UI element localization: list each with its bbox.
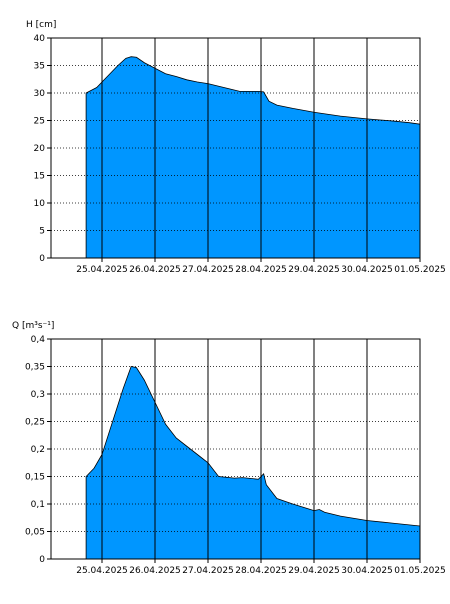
water-level-chart: H [cm] 0 5 10 15 20 25 30 35 40 25.04.2025 26.04.2… [26, 20, 446, 275]
discharge-xtick-label: 26.04.2025 [129, 566, 181, 576]
discharge-xtick-label: 29.04.2025 [288, 566, 340, 576]
water-level-plot-frame [50, 37, 421, 259]
discharge-xtick-label: 25.04.2025 [76, 566, 128, 576]
discharge-series-area [85, 366, 420, 559]
water-level-axis-label: H [cm] [26, 20, 56, 30]
discharge-chart: Q [m³s⁻¹] 0 0,05 0,1 0,15 0,2 0,25 0,3 0,35 0,4 2… [12, 321, 446, 576]
water-level-ytick-label: 25 [34, 117, 45, 127]
water-level-ytick-label: 30 [34, 89, 46, 99]
water-level-series-area [85, 56, 420, 258]
water-level-xtick-label: 30.04.2025 [341, 265, 393, 275]
discharge-xtick-label: 30.04.2025 [341, 566, 393, 576]
water-level-ytick-label: 15 [34, 172, 45, 182]
water-level-xtick-label: 27.04.2025 [182, 265, 234, 275]
discharge-ytick-label: 0,05 [25, 528, 45, 538]
water-level-xtick-label: 26.04.2025 [129, 265, 181, 275]
discharge-ytick-label: 0 [39, 555, 45, 565]
discharge-xtick-label: 28.04.2025 [235, 566, 287, 576]
discharge-xtick-label: 01.05.2025 [394, 566, 446, 576]
discharge-axis-label: Q [m³s⁻¹] [12, 321, 54, 331]
discharge-ytick-label: 0,35 [25, 363, 45, 373]
discharge-ytick-label: 0,1 [31, 500, 45, 510]
discharge-ytick-label: 0,4 [31, 335, 46, 345]
water-level-ytick-label: 40 [34, 34, 46, 44]
water-level-xtick-label: 28.04.2025 [235, 265, 287, 275]
water-level-xtick-label: 29.04.2025 [288, 265, 340, 275]
discharge-ytick-label: 0,2 [31, 445, 45, 455]
water-level-ytick-label: 35 [34, 62, 45, 72]
discharge-xtick-label: 27.04.2025 [182, 566, 234, 576]
discharge-ytick-label: 0,3 [31, 390, 45, 400]
water-level-xtick-label: 01.05.2025 [394, 265, 446, 275]
water-level-ytick-label: 0 [39, 254, 45, 264]
water-level-ytick-label: 20 [34, 144, 46, 154]
discharge-ytick-label: 0,25 [25, 418, 45, 428]
water-level-ytick-label: 10 [34, 199, 46, 209]
water-level-ytick-label: 5 [39, 227, 45, 237]
water-level-xtick-label: 25.04.2025 [76, 265, 128, 275]
discharge-plot-frame [50, 338, 421, 560]
discharge-ytick-label: 0,15 [25, 473, 45, 483]
